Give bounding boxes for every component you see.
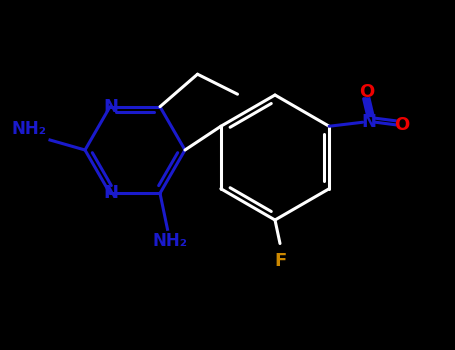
Text: NH₂: NH₂	[152, 232, 187, 250]
Text: O: O	[359, 83, 375, 101]
Text: N: N	[103, 184, 118, 202]
Text: F: F	[274, 252, 286, 271]
Text: O: O	[394, 116, 409, 134]
Text: NH₂: NH₂	[11, 119, 46, 138]
Text: N: N	[103, 98, 118, 116]
Text: N: N	[362, 113, 377, 131]
